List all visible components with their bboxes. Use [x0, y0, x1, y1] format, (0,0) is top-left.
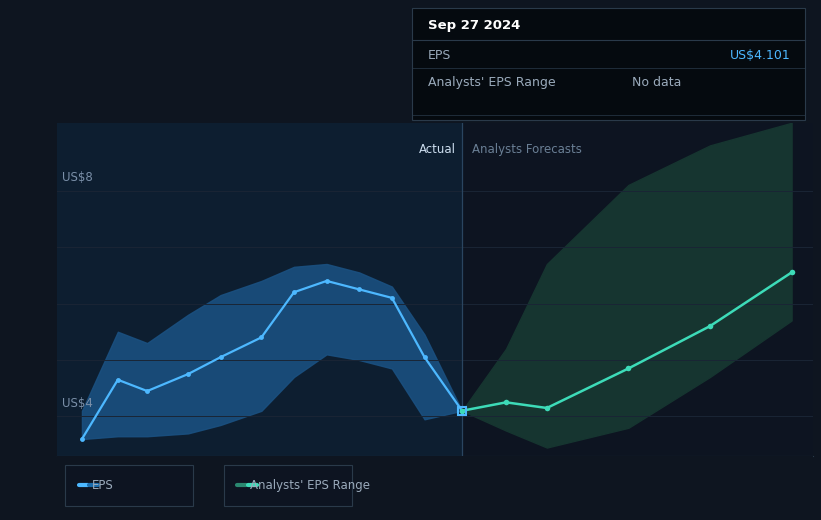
- Bar: [57, 123, 462, 456]
- Text: US$4.101: US$4.101: [729, 49, 790, 62]
- Text: Sep 27 2024: Sep 27 2024: [428, 19, 520, 32]
- FancyBboxPatch shape: [412, 8, 805, 121]
- Text: EPS: EPS: [428, 49, 451, 62]
- Text: Analysts' EPS Range: Analysts' EPS Range: [250, 479, 370, 492]
- Text: Actual: Actual: [419, 143, 456, 156]
- FancyBboxPatch shape: [223, 465, 352, 506]
- FancyBboxPatch shape: [65, 465, 194, 506]
- Text: No data: No data: [631, 76, 681, 89]
- Text: Analysts' EPS Range: Analysts' EPS Range: [428, 76, 555, 89]
- Text: EPS: EPS: [91, 479, 113, 492]
- Text: Analysts Forecasts: Analysts Forecasts: [472, 143, 582, 156]
- Text: US$4: US$4: [62, 397, 94, 410]
- Text: US$8: US$8: [62, 171, 93, 184]
